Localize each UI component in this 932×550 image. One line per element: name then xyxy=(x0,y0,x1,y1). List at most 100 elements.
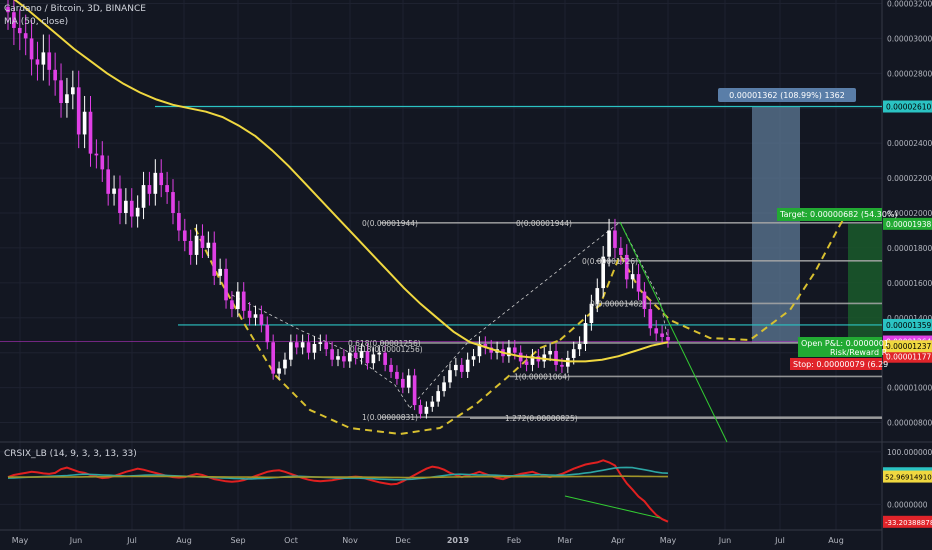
candle-body xyxy=(165,185,169,193)
candle-body xyxy=(76,87,81,135)
candle-body xyxy=(177,213,181,231)
stop-label: Stop: 0.00000079 (6.29 xyxy=(793,360,888,369)
candle-body xyxy=(359,350,364,358)
price-tick-label: 0.00003000 xyxy=(887,34,932,43)
candle-body xyxy=(465,359,470,372)
candle-body xyxy=(141,185,146,208)
stop-label-box xyxy=(790,358,882,370)
time-tick-label: May xyxy=(12,536,29,545)
candle-body xyxy=(589,303,594,324)
candle-body xyxy=(424,406,429,414)
candle-body xyxy=(283,359,287,369)
time-tick-label: Mar xyxy=(557,536,573,545)
candle-body xyxy=(88,111,93,154)
candle-body xyxy=(41,52,46,65)
candle-body xyxy=(400,378,405,388)
candle-body xyxy=(342,356,346,362)
candle-body xyxy=(300,342,305,348)
ma-line xyxy=(13,0,669,363)
fib-label: 1.272(0.00000825) xyxy=(505,414,578,423)
candle-body xyxy=(571,349,576,358)
time-axis[interactable]: May Jun Jul Aug Sep Oct Nov Dec 2019 Feb Mar Apr May… xyxy=(12,536,844,545)
candle-body xyxy=(206,242,211,248)
osc-tick-label: 0.0000000 xyxy=(887,500,928,509)
candle-body xyxy=(336,356,340,360)
osc-divergence-line xyxy=(564,495,661,519)
candle-body xyxy=(565,357,570,367)
candle-body xyxy=(218,268,222,276)
fib-label: 0.618(0.00001256) xyxy=(348,339,421,348)
candle-body xyxy=(135,207,140,217)
candle-body xyxy=(253,314,258,318)
green-trend-line xyxy=(619,221,728,443)
price-tag-box xyxy=(883,350,932,363)
price-tick-label: 0.00002400 xyxy=(887,139,932,148)
cup-pattern-dashed xyxy=(559,211,849,342)
time-tick-label: Jun xyxy=(69,536,83,545)
candle-body xyxy=(106,169,111,194)
price-tick-label: 0.00001600 xyxy=(887,279,932,288)
candle-body xyxy=(312,343,317,353)
candle-body xyxy=(23,33,28,39)
candle-body xyxy=(53,69,57,81)
candle-body xyxy=(471,356,476,360)
osc-tag-label: -33.20388878 xyxy=(885,519,932,527)
candle-body xyxy=(271,342,276,374)
time-tick-label: Oct xyxy=(284,536,298,545)
candle-body xyxy=(454,364,458,371)
candle-body xyxy=(548,350,552,355)
price-tag-label: 0.00001237 xyxy=(886,342,932,351)
pattern-guide-dashed xyxy=(409,221,669,409)
time-tick-label: Sep xyxy=(230,536,245,545)
price-tick-label: 0.00001000 xyxy=(887,384,932,393)
candle-body xyxy=(12,12,16,28)
time-tick-label: Aug xyxy=(828,536,844,545)
time-tick-label: Jun xyxy=(718,536,732,545)
candle-body xyxy=(365,350,370,364)
symbol-legend[interactable]: Cardano / Bitcoin, 3D, BINANCE xyxy=(4,4,146,14)
price-tag-box xyxy=(883,217,932,230)
candle-body xyxy=(194,235,199,255)
fib-label: 0(0.00001944) xyxy=(362,219,418,228)
candle-body xyxy=(65,94,69,104)
candle-body xyxy=(648,309,653,329)
osc-tag-box xyxy=(883,470,932,483)
candle-body xyxy=(277,368,281,374)
candle-body xyxy=(188,240,193,255)
candle-body xyxy=(129,200,134,217)
candle-body xyxy=(583,323,588,344)
candle-body xyxy=(489,347,494,353)
oscillator-legend[interactable]: CRSIX_LB (14, 9, 3, 3, 13, 33) xyxy=(4,449,137,459)
candle-body xyxy=(477,343,482,357)
candle-body xyxy=(118,188,122,214)
osc-tag-box xyxy=(883,515,932,528)
candle-body xyxy=(660,333,664,337)
fib-label: 0(0.00001482) xyxy=(590,299,646,308)
candle-body xyxy=(224,268,228,301)
candle-body xyxy=(241,291,246,311)
candle-body xyxy=(6,6,10,13)
risk-reward-label: Risk/Reward R xyxy=(830,348,888,357)
candle-body xyxy=(613,230,617,248)
ma-legend[interactable]: MA (50, close) xyxy=(4,17,69,27)
candle-body xyxy=(59,80,63,104)
fib-label: 1(0.00000831) xyxy=(362,413,418,422)
candle-body xyxy=(448,370,452,383)
osc-series-line xyxy=(8,475,668,479)
time-tick-label: Apr xyxy=(611,536,626,545)
time-tick-label: 2019 xyxy=(447,536,470,545)
candle-body xyxy=(35,59,40,65)
candle-body xyxy=(577,343,582,350)
oscillator-pane: 100.00000000.000000059.2814618752.969149… xyxy=(0,448,932,528)
price-tick-label: 0.00002000 xyxy=(887,209,932,218)
fib-label: 0.618(0.00001256) xyxy=(350,345,423,354)
candle-body xyxy=(395,371,399,379)
price-tag-box xyxy=(883,340,932,353)
osc-series-line xyxy=(7,466,669,481)
pattern-guide-dashed xyxy=(231,294,411,409)
candle-body xyxy=(82,111,87,135)
candle-body xyxy=(436,391,441,402)
time-tick-label: Aug xyxy=(176,536,192,545)
price-axis[interactable]: 0.000032000.000030000.000028000.00002600… xyxy=(883,0,932,428)
